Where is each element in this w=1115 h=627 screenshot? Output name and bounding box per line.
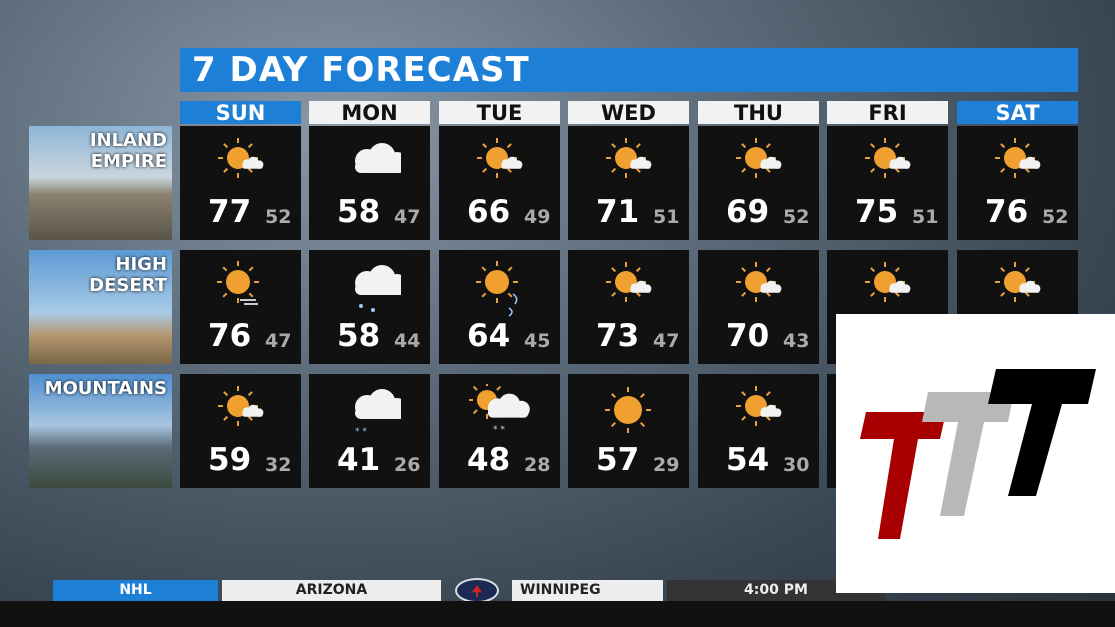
low-temp: 47: [653, 330, 680, 352]
high-temp: 77: [208, 194, 252, 230]
low-temp: 26: [394, 454, 421, 476]
low-temp: 51: [912, 206, 939, 228]
high-temp: 58: [337, 194, 381, 230]
forecast-cell: 69 52: [698, 126, 819, 240]
forecast-cell: 75 51: [827, 126, 948, 240]
forecast-cell: 71 51: [568, 126, 689, 240]
region-label-line: HIGH: [115, 254, 167, 275]
region-label: INLAND EMPIRE: [90, 130, 167, 172]
forecast-cell: 59 32: [180, 374, 301, 488]
day-header-mon: MON: [309, 101, 430, 125]
region-label-line: DESERT: [89, 275, 167, 296]
day-header-wed: WED: [568, 101, 689, 125]
forecast-title: 7 DAY FORECAST: [180, 48, 1078, 92]
high-temp: 41: [337, 442, 381, 478]
high-temp: 71: [596, 194, 640, 230]
region-label-line: MOUNTAINS: [44, 378, 167, 399]
forecast-cell: * * 41 26: [309, 374, 430, 488]
high-temp: 57: [596, 442, 640, 478]
low-temp: 52: [265, 206, 292, 228]
low-temp: 52: [783, 206, 810, 228]
high-temp: 66: [467, 194, 511, 230]
day-header-tue: TUE: [439, 101, 560, 125]
high-temp: 76: [985, 194, 1029, 230]
ticker-time: 4:00 PM: [667, 580, 885, 601]
forecast-cell: * * 48 28: [439, 374, 560, 488]
team-logo-icon: [455, 578, 499, 603]
forecast-cell: 54 30: [698, 374, 819, 488]
forecast-cell: 64 45: [439, 250, 560, 364]
day-header-sun: SUN: [180, 101, 301, 125]
forecast-cell: 57 29: [568, 374, 689, 488]
low-temp: 29: [653, 454, 680, 476]
ticker-away-team: ARIZONA: [222, 580, 441, 601]
forecast-cell: 66 49: [439, 126, 560, 240]
low-temp: 51: [653, 206, 680, 228]
forecast-cell: 58 44: [309, 250, 430, 364]
high-temp: 76: [208, 318, 252, 354]
low-temp: 32: [265, 454, 292, 476]
region-image: MOUNTAINS: [29, 374, 172, 488]
svg-text:* *: * *: [493, 425, 505, 435]
low-temp: 47: [265, 330, 292, 352]
high-temp: 73: [596, 318, 640, 354]
low-temp: 45: [524, 330, 551, 352]
high-temp: 58: [337, 318, 381, 354]
high-temp: 70: [726, 318, 770, 354]
low-temp: 43: [783, 330, 810, 352]
high-temp: 64: [467, 318, 511, 354]
region-label-line: INLAND: [89, 130, 167, 151]
high-temp: 75: [855, 194, 899, 230]
ticker-league: NHL: [53, 580, 218, 601]
forecast-cell: 70 43: [698, 250, 819, 364]
low-temp: 52: [1042, 206, 1069, 228]
forecast-cell: 77 52: [180, 126, 301, 240]
high-temp: 54: [726, 442, 770, 478]
day-header-fri: FRI: [827, 101, 948, 125]
day-header-sat: SAT: [957, 101, 1078, 125]
region-image: INLAND EMPIRE: [29, 126, 172, 240]
forecast-cell: 76 52: [957, 126, 1078, 240]
forecast-cell: 73 47: [568, 250, 689, 364]
low-temp: 28: [524, 454, 551, 476]
low-temp: 49: [524, 206, 551, 228]
forecast-cell: 76 47: [180, 250, 301, 364]
low-temp: 30: [783, 454, 810, 476]
forecast-cell: 58 47: [309, 126, 430, 240]
region-image: HIGH DESERT: [29, 250, 172, 364]
high-temp: 69: [726, 194, 770, 230]
low-temp: 47: [394, 206, 421, 228]
region-label: HIGH DESERT: [89, 254, 167, 296]
region-label: MOUNTAINS: [45, 378, 167, 399]
day-header-thu: THU: [698, 101, 819, 125]
svg-text:* *: * *: [355, 427, 367, 437]
watermark-logo: [836, 314, 1115, 593]
ticker-home-team: WINNIPEG: [512, 580, 663, 601]
high-temp: 59: [208, 442, 252, 478]
high-temp: 48: [467, 442, 511, 478]
region-label-line: EMPIRE: [90, 151, 167, 172]
bottom-bar: [0, 601, 1115, 627]
low-temp: 44: [394, 330, 421, 352]
